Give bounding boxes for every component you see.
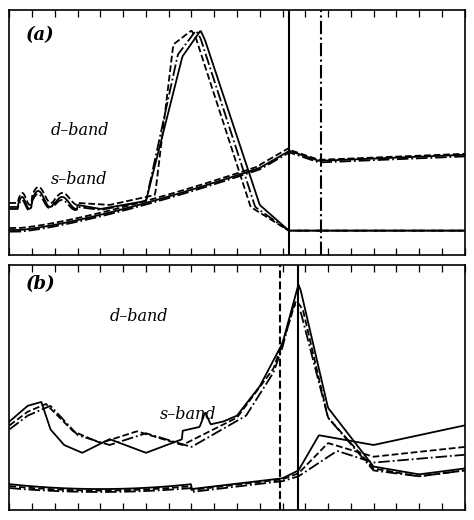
Text: s–band: s–band: [50, 171, 107, 188]
Text: (a): (a): [26, 26, 54, 44]
Text: d–band: d–band: [50, 122, 109, 139]
Text: (b): (b): [26, 276, 55, 293]
Text: s–band: s–band: [160, 406, 216, 423]
Text: d–band: d–band: [109, 308, 168, 325]
